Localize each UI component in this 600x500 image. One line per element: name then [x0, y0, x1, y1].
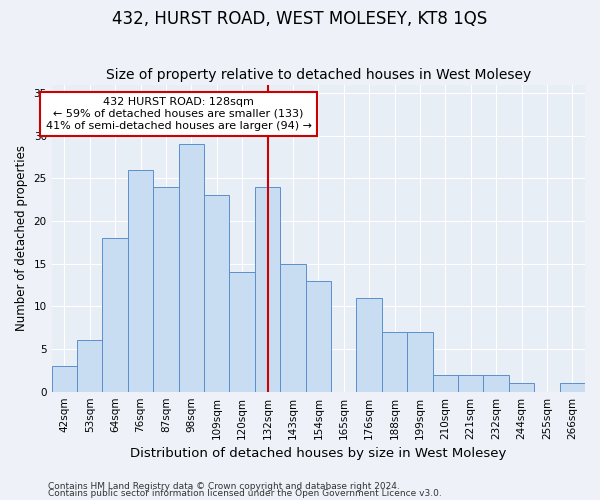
Bar [52, 366, 77, 392]
Bar [204, 196, 229, 392]
Bar [280, 264, 305, 392]
Bar [458, 374, 484, 392]
Bar [509, 383, 534, 392]
Bar [484, 374, 509, 392]
Bar [77, 340, 103, 392]
Text: Contains HM Land Registry data © Crown copyright and database right 2024.: Contains HM Land Registry data © Crown c… [48, 482, 400, 491]
Title: Size of property relative to detached houses in West Molesey: Size of property relative to detached ho… [106, 68, 531, 82]
Bar [103, 238, 128, 392]
Bar [407, 332, 433, 392]
Bar [128, 170, 153, 392]
X-axis label: Distribution of detached houses by size in West Molesey: Distribution of detached houses by size … [130, 447, 506, 460]
Bar [560, 383, 585, 392]
Bar [255, 187, 280, 392]
Bar [153, 187, 179, 392]
Bar [433, 374, 458, 392]
Bar [305, 281, 331, 392]
Text: 432 HURST ROAD: 128sqm
← 59% of detached houses are smaller (133)
41% of semi-de: 432 HURST ROAD: 128sqm ← 59% of detached… [46, 98, 311, 130]
Bar [229, 272, 255, 392]
Bar [382, 332, 407, 392]
Text: 432, HURST ROAD, WEST MOLESEY, KT8 1QS: 432, HURST ROAD, WEST MOLESEY, KT8 1QS [112, 10, 488, 28]
Bar [179, 144, 204, 392]
Bar [356, 298, 382, 392]
Text: Contains public sector information licensed under the Open Government Licence v3: Contains public sector information licen… [48, 489, 442, 498]
Y-axis label: Number of detached properties: Number of detached properties [15, 145, 28, 331]
